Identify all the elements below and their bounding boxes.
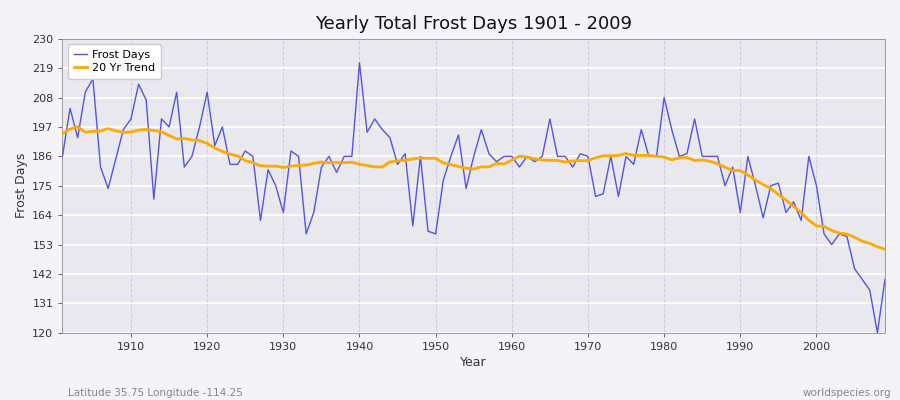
Frost Days [57, 154, 68, 159]
20 Yr Trend [507, 158, 517, 162]
20 Yr Trend [126, 130, 137, 134]
Legend: Frost Days, 20 Yr Trend: Frost Days, 20 Yr Trend [68, 44, 161, 79]
Line: 20 Yr Trend: 20 Yr Trend [62, 127, 885, 249]
Frost Days [285, 149, 296, 154]
Y-axis label: Frost Days: Frost Days [15, 153, 28, 218]
Frost Days [507, 154, 517, 159]
20 Yr Trend [338, 160, 349, 165]
20 Yr Trend [293, 163, 304, 168]
Line: Frost Days: Frost Days [62, 63, 885, 333]
20 Yr Trend [72, 124, 83, 129]
Frost Days [879, 277, 890, 282]
Frost Days [606, 154, 616, 159]
Frost Days [118, 127, 129, 132]
Frost Days [514, 165, 525, 170]
20 Yr Trend [879, 247, 890, 252]
Frost Days [354, 60, 364, 65]
20 Yr Trend [606, 154, 616, 158]
Text: worldspecies.org: worldspecies.org [803, 388, 891, 398]
X-axis label: Year: Year [461, 356, 487, 369]
Text: Latitude 35.75 Longitude -114.25: Latitude 35.75 Longitude -114.25 [68, 388, 242, 398]
Frost Days [872, 330, 883, 335]
Title: Yearly Total Frost Days 1901 - 2009: Yearly Total Frost Days 1901 - 2009 [315, 15, 632, 33]
20 Yr Trend [57, 131, 68, 136]
20 Yr Trend [514, 154, 525, 159]
Frost Days [331, 170, 342, 175]
